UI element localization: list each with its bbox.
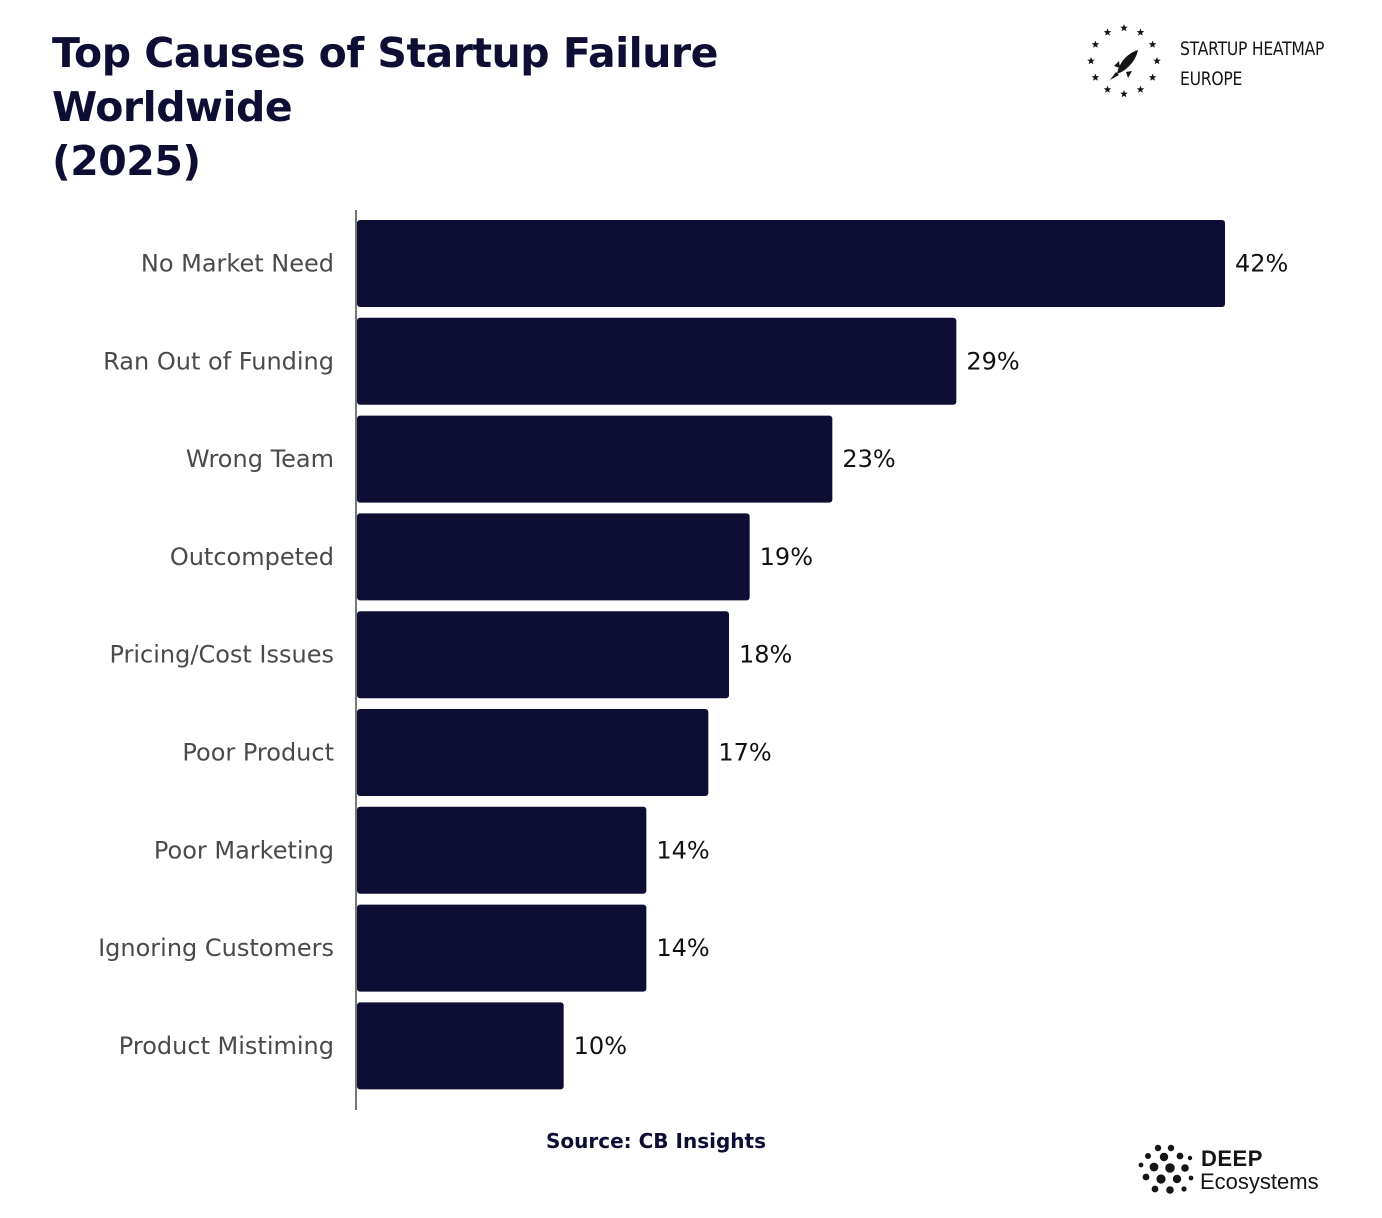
- startup-heatmap-europe-logo: STARTUP HEATMAP EUROPE: [1086, 22, 1336, 102]
- bar-no-market-need: [357, 220, 1225, 307]
- category-label-no-market-need: No Market Need: [141, 250, 334, 278]
- bar-poor-product: [357, 709, 709, 796]
- dots-cluster-icon: [1138, 1144, 1194, 1194]
- bar-pricing-cost-issues: [357, 611, 729, 699]
- category-label-poor-product: Poor Product: [182, 739, 334, 767]
- chart-title-line-1: Top Causes of Startup Failure Worldwide: [52, 29, 718, 131]
- value-labels-group: 42% 29% 23% 19% 18% 17% 14% 14% 10%: [574, 250, 1289, 1060]
- bars-group: [357, 220, 1225, 1090]
- category-label-product-mistiming: Product Mistiming: [119, 1032, 334, 1060]
- bar-poor-marketing: [357, 806, 647, 894]
- brand-top-line-2: EUROPE: [1180, 68, 1243, 90]
- category-label-ran-out-of-funding: Ran Out of Funding: [103, 347, 334, 375]
- source-note: Source: CB Insights: [546, 1129, 766, 1153]
- brand-top-text: STARTUP HEATMAP EUROPE: [1180, 34, 1324, 94]
- value-label-pricing-cost-issues: 18%: [739, 641, 792, 669]
- value-label-poor-product: 17%: [718, 739, 771, 767]
- rocket-stars-icon: [1087, 24, 1161, 98]
- category-label-outcompeted: Outcompeted: [170, 543, 334, 571]
- brand-bottom-line-2: Ecosystems: [1200, 1169, 1319, 1194]
- bar-ran-out-of-funding: [357, 317, 957, 405]
- value-label-no-market-need: 42%: [1235, 250, 1288, 278]
- brand-bottom-line-1: DEEP: [1201, 1146, 1263, 1171]
- bar-ignoring-customers: [357, 904, 647, 992]
- category-label-poor-marketing: Poor Marketing: [154, 836, 334, 864]
- bar-outcompeted: [357, 513, 750, 601]
- value-label-ignoring-customers: 14%: [656, 934, 709, 962]
- brand-top-line-1: STARTUP HEATMAP: [1180, 38, 1325, 60]
- value-label-wrong-team: 23%: [842, 445, 895, 473]
- deep-ecosystems-logo: DEEP Ecosystems: [1136, 1142, 1346, 1202]
- chart-title-line-2: (2025): [52, 137, 201, 185]
- bar-wrong-team: [357, 415, 833, 503]
- category-label-ignoring-customers: Ignoring Customers: [98, 934, 334, 962]
- value-label-ran-out-of-funding: 29%: [966, 347, 1019, 375]
- chart-title: Top Causes of Startup Failure Worldwide …: [52, 26, 952, 188]
- value-label-poor-marketing: 14%: [656, 836, 709, 864]
- value-label-outcompeted: 19%: [760, 543, 813, 571]
- category-label-wrong-team: Wrong Team: [186, 445, 334, 473]
- value-label-product-mistiming: 10%: [574, 1032, 627, 1060]
- category-labels-group: No Market Need Ran Out of Funding Wrong Te…: [98, 250, 334, 1060]
- bar-product-mistiming: [357, 1002, 564, 1090]
- category-label-pricing-cost-issues: Pricing/Cost Issues: [109, 641, 334, 669]
